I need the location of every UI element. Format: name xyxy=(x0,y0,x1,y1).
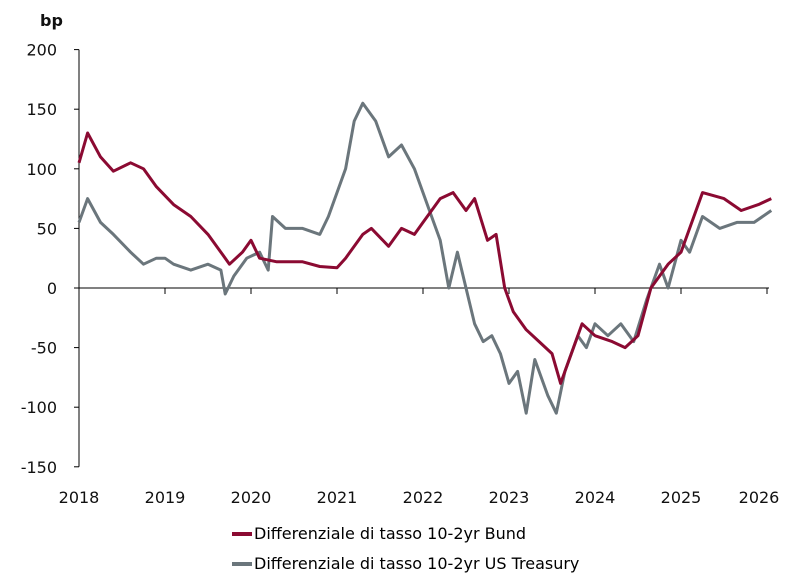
y-axis-label: bp xyxy=(40,11,63,30)
legend-swatch-bund xyxy=(232,531,252,536)
y-tick-label: -50 xyxy=(31,339,57,358)
x-tick-label: 2020 xyxy=(231,488,272,507)
x-tick-label: 2018 xyxy=(59,488,100,507)
x-tick-label: 2024 xyxy=(575,488,616,507)
x-tick-label: 2022 xyxy=(403,488,444,507)
x-tick-label: 2025 xyxy=(661,488,702,507)
legend-label-treasury: Differenziale di tasso 10-2yr US Treasur… xyxy=(254,554,580,573)
legend-item-treasury: Differenziale di tasso 10-2yr US Treasur… xyxy=(232,554,579,573)
series-line-bund xyxy=(77,131,772,385)
y-tick-label: -100 xyxy=(21,398,57,417)
series-line-us-treasury xyxy=(77,101,773,415)
x-tick-label: 2026 xyxy=(739,488,780,507)
y-tick-label: 200 xyxy=(26,41,57,60)
legend-swatch-treasury xyxy=(232,561,252,566)
legend-label-bund: Differenziale di tasso 10-2yr Bund xyxy=(254,524,527,543)
x-tick-label: 2019 xyxy=(145,488,186,507)
y-tick-label: 0 xyxy=(47,279,57,298)
y-tick-label: 150 xyxy=(26,100,57,119)
legend-item-bund: Differenziale di tasso 10-2yr Bund xyxy=(232,524,526,543)
x-tick-label: 2023 xyxy=(489,488,530,507)
y-tick-label: -150 xyxy=(21,458,57,477)
x-tick-label: 2021 xyxy=(317,488,358,507)
y-tick-label: 50 xyxy=(37,219,57,238)
y-tick-label: 100 xyxy=(26,160,57,179)
